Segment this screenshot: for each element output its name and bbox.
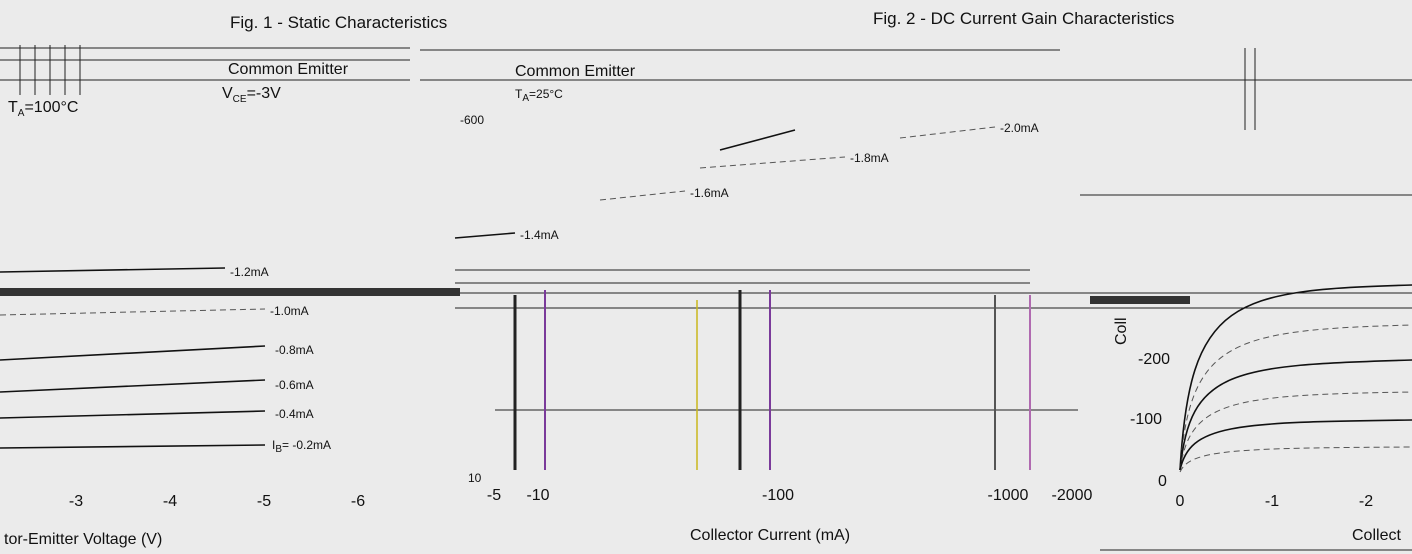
y-tick-label: -100 — [1130, 411, 1162, 428]
temp-rest: =25°C — [529, 87, 563, 101]
x-tick-label: -1 — [1265, 493, 1279, 510]
temp-sub: A — [522, 93, 529, 104]
vce-rest: =-3V — [247, 85, 282, 102]
x-tick-label: -6 — [351, 493, 365, 510]
x-tick-label: -10 — [526, 487, 549, 504]
vce-sym: V — [222, 85, 233, 102]
ib-label: -0.6mA — [275, 378, 314, 392]
x-tick-label: -100 — [762, 487, 794, 504]
x-axis-label: Collect — [1352, 527, 1401, 544]
grid-lines — [0, 45, 1412, 470]
x-tick-label: -2 — [1359, 493, 1373, 510]
ib-label: -1.0mA — [270, 304, 309, 318]
ib-sub: B — [275, 444, 282, 455]
ib-rest: = -0.2mA — [282, 438, 331, 452]
ib-sym: I — [272, 438, 275, 452]
ib-label: -1.6mA — [690, 186, 729, 200]
ib-label: -1.2mA — [230, 265, 269, 279]
ib-label: -2.0mA — [1000, 121, 1039, 135]
y-tick-label: 0 — [1158, 473, 1167, 490]
x-tick-label: 0 — [1176, 493, 1185, 510]
x-tick-label: -5 — [257, 493, 271, 510]
ib-label: -0.8mA — [275, 343, 314, 357]
temp-sym: T — [8, 99, 18, 116]
fig1-title: Fig. 1 - Static Characteristics — [230, 13, 447, 32]
x-tick-label: -4 — [163, 493, 177, 510]
fig1-mode: Common Emitter — [228, 61, 349, 78]
ib-label: -1.8mA — [850, 151, 889, 165]
x-tick-label: -1000 — [988, 487, 1029, 504]
temp-rest: =100°C — [24, 99, 78, 116]
fig1-temp: TA=100°C — [8, 99, 78, 119]
x-tick-label: -3 — [69, 493, 83, 510]
x-axis-label: Collector Current (mA) — [690, 527, 850, 544]
x-tick-label: -2000 — [1052, 487, 1093, 504]
fig2-title: Fig. 2 - DC Current Gain Characteristics — [873, 9, 1174, 28]
y-tick-label: 10 — [468, 471, 482, 485]
y-tick-label: -600 — [460, 113, 484, 127]
vce-sub: CE — [233, 94, 247, 105]
vce: VCE=-3V — [222, 85, 281, 105]
y-tick-label: -200 — [1138, 351, 1170, 368]
y-axis-label: Coll — [1113, 317, 1130, 345]
fig2-temp: TA=25°C — [515, 87, 563, 104]
temp-sym: T — [515, 87, 523, 101]
ib-label: IB= -0.2mA — [272, 438, 331, 455]
curves — [0, 126, 1412, 551]
ib-label: -1.4mA — [520, 228, 559, 242]
ib-label: -0.4mA — [275, 407, 314, 421]
x-axis-label: tor-Emitter Voltage (V) — [4, 531, 162, 548]
fig2-mode: Common Emitter — [515, 63, 636, 80]
temp-sub: A — [18, 108, 25, 119]
x-tick-label: -5 — [487, 487, 501, 504]
